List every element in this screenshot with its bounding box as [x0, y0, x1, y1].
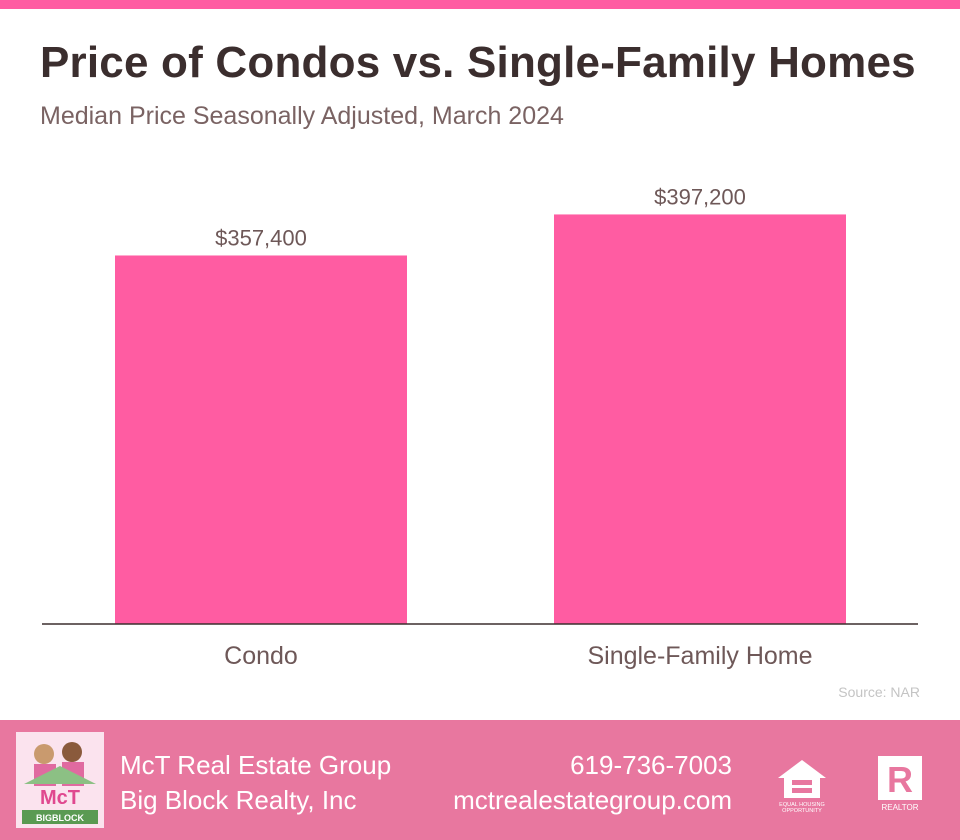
company-logo: McT BIGBLOCK [16, 732, 104, 828]
contact-block: 619-736-7003 mctrealestategroup.com [453, 748, 732, 818]
realtor-icon: R REALTOR [878, 756, 922, 812]
chart-subtitle: Median Price Seasonally Adjusted, March … [40, 102, 564, 130]
top-accent-bar [0, 0, 960, 9]
brokerage-name: Big Block Realty, Inc [120, 785, 357, 815]
bar-condo [115, 255, 407, 624]
svg-text:OPPORTUNITY: OPPORTUNITY [782, 808, 822, 814]
equal-housing-icon: EQUAL HOUSING OPPORTUNITY [778, 760, 826, 814]
svg-text:BIGBLOCK: BIGBLOCK [36, 813, 84, 823]
footer-banner: McT BIGBLOCK McT Real Estate Group Big B… [0, 720, 960, 840]
category-label: Single-Family Home [587, 642, 812, 670]
category-label: Condo [224, 642, 298, 670]
brand-name: McT Real Estate Group [120, 750, 392, 780]
source-note: Source: NAR [838, 684, 920, 700]
bar-single-family-home [554, 214, 846, 624]
value-label: $357,400 [215, 225, 307, 250]
svg-text:McT: McT [40, 787, 80, 809]
website-link[interactable]: mctrealestategroup.com [453, 785, 732, 815]
chart-title: Price of Condos vs. Single-Family Homes [40, 38, 916, 87]
bar-chart: $357,400 Condo $397,200 Single-Family Home [42, 184, 918, 670]
brand-block: McT Real Estate Group Big Block Realty, … [120, 748, 391, 818]
svg-text:EQUAL HOUSING: EQUAL HOUSING [779, 802, 825, 808]
svg-text:REALTOR: REALTOR [881, 803, 918, 812]
svg-text:R: R [887, 759, 913, 800]
value-label: $397,200 [654, 184, 746, 209]
phone-number[interactable]: 619-736-7003 [570, 750, 732, 780]
